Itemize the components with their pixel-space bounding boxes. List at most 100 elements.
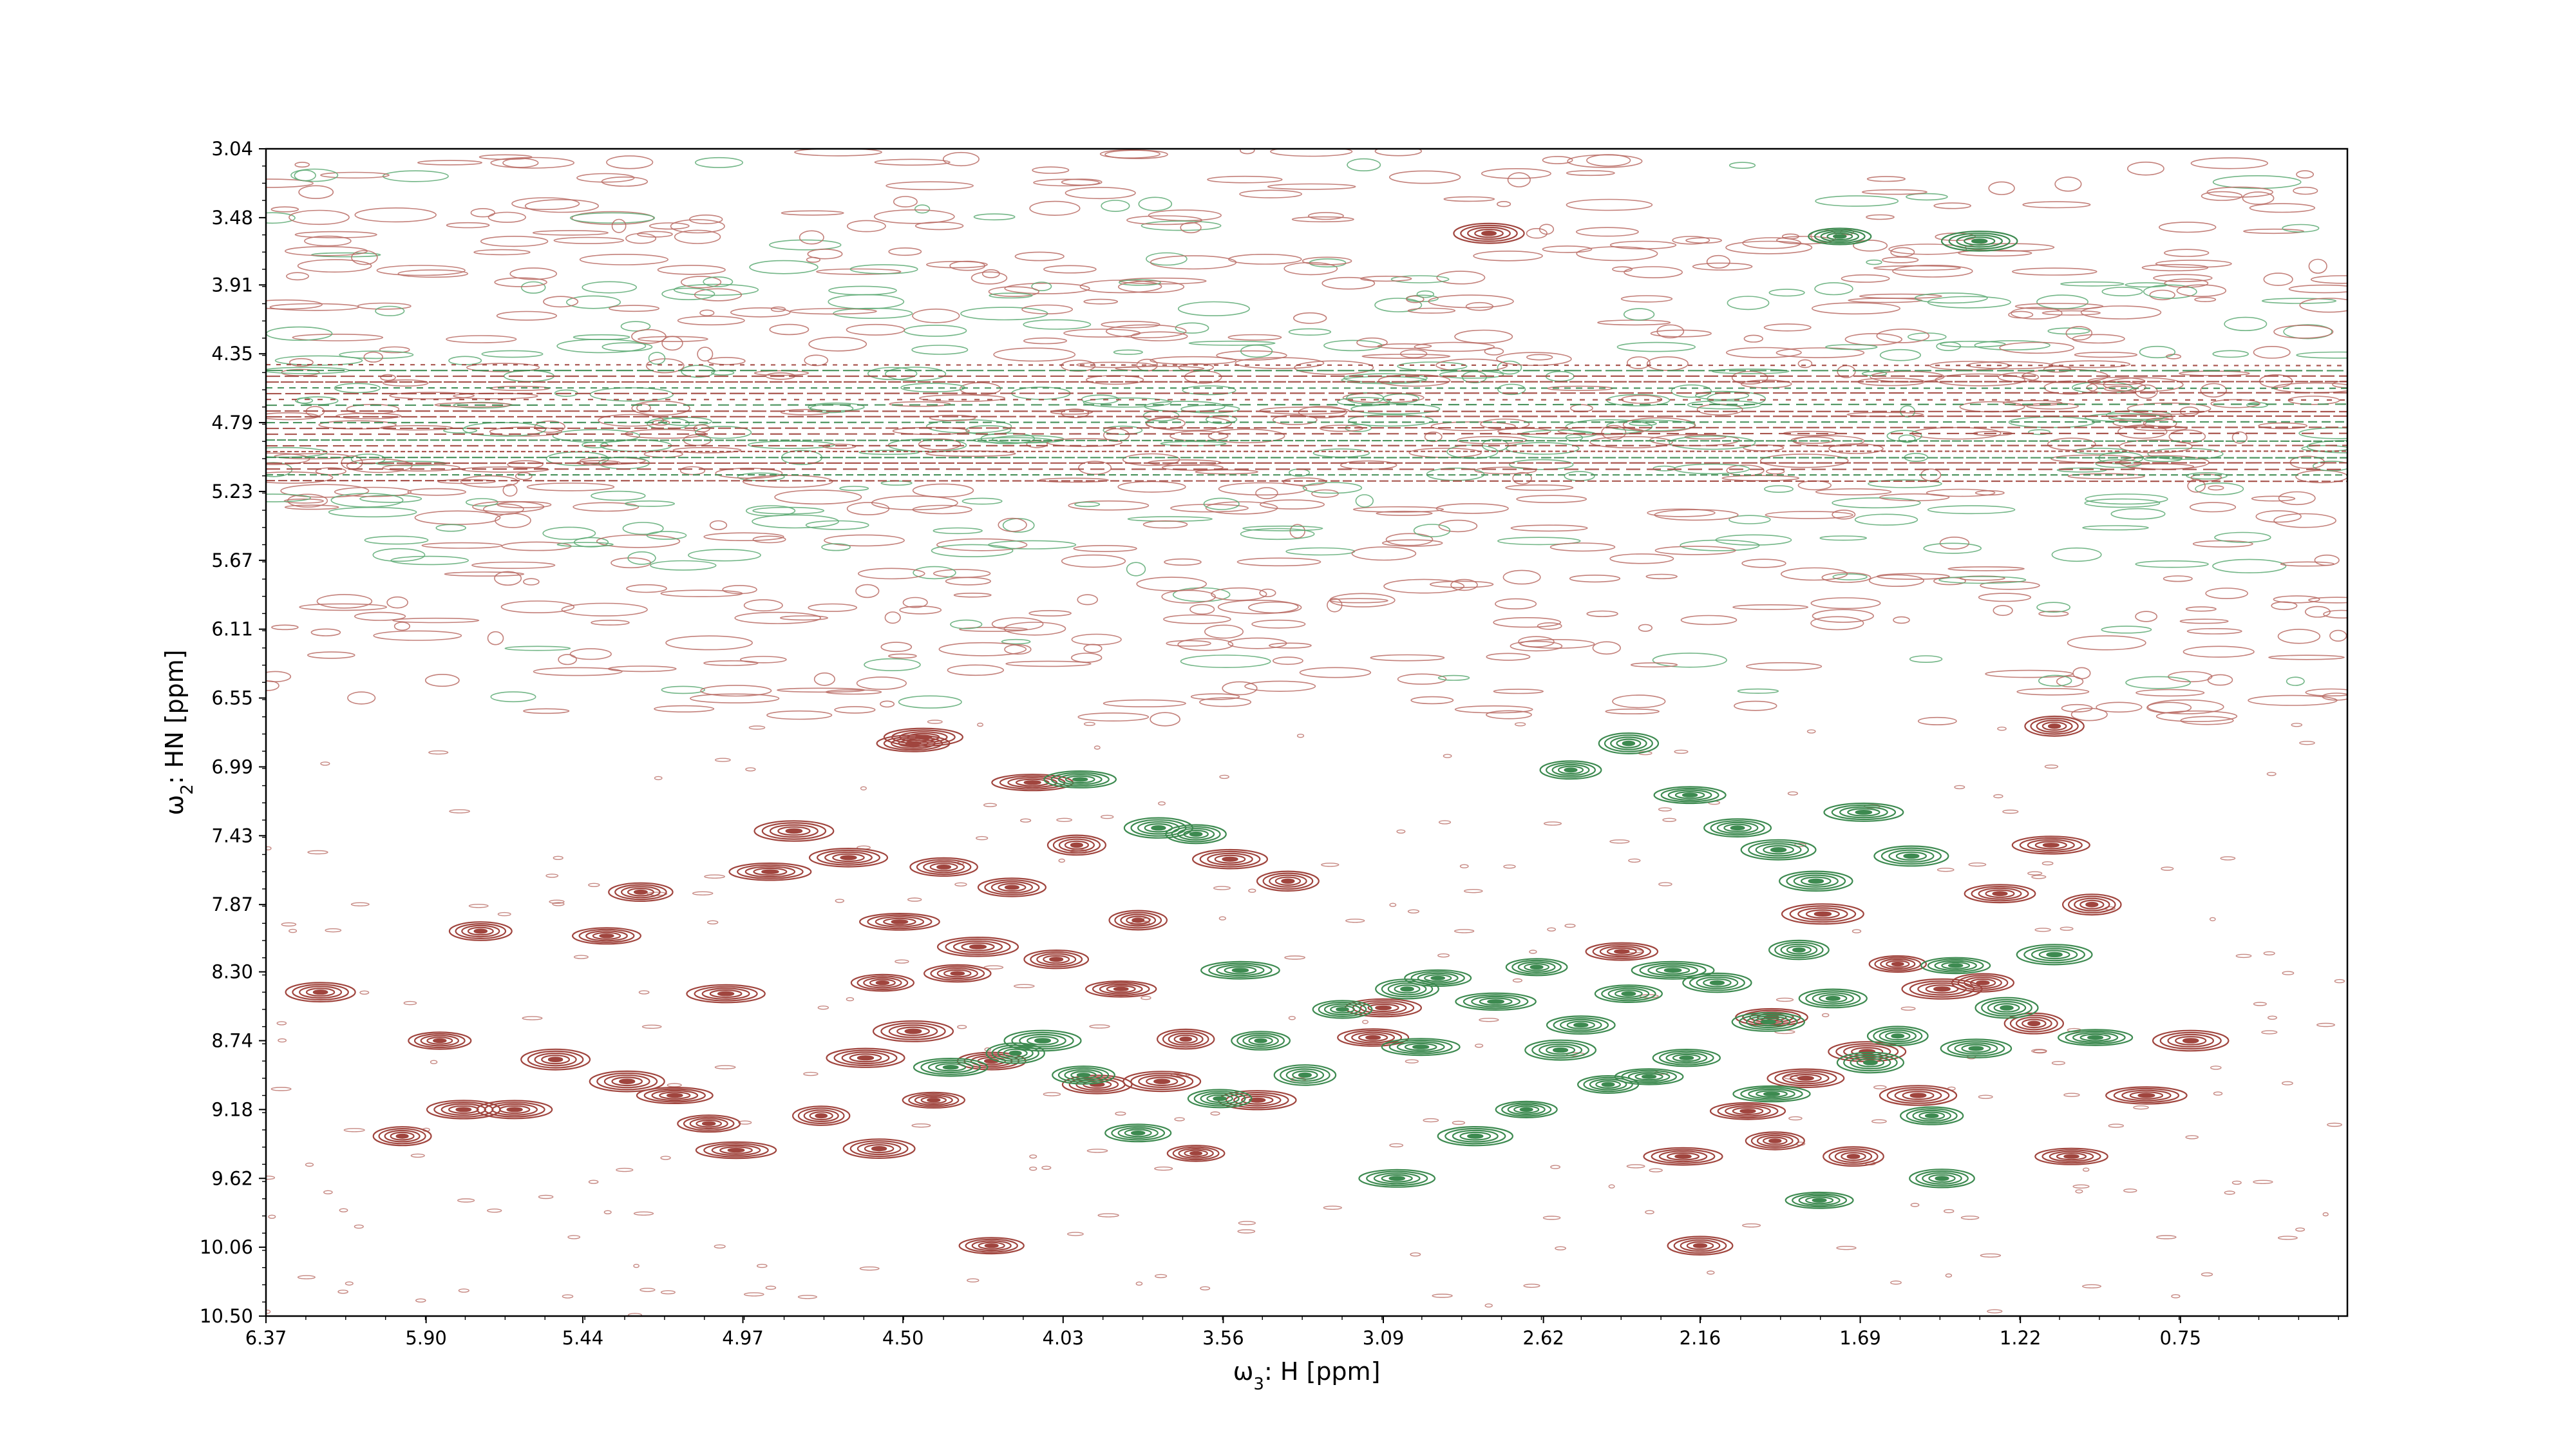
contour-level <box>1180 1037 1191 1041</box>
contour-level <box>1077 1073 1090 1076</box>
y-tick-label: 5.67 <box>211 549 253 571</box>
contour-level <box>1976 981 1989 985</box>
contour-level <box>1413 1046 1428 1049</box>
x-tick-label: 6.37 <box>245 1327 287 1349</box>
contour-level <box>892 920 908 923</box>
contour-level <box>1482 231 1496 235</box>
contour-level <box>1904 854 1918 858</box>
contour-level <box>1856 810 1872 814</box>
x-tick-label: 3.56 <box>1202 1327 1244 1349</box>
contour-level <box>1935 1177 1948 1181</box>
x-tick-label: 5.90 <box>405 1327 447 1349</box>
contour-level <box>872 1147 886 1151</box>
y-tick-label: 5.23 <box>211 481 253 502</box>
contour-level <box>1431 977 1444 980</box>
contour-level <box>840 856 856 860</box>
contour-level <box>943 1065 958 1069</box>
contour-level <box>927 1098 940 1102</box>
contour-level <box>1798 1076 1814 1080</box>
x-tick-label: 4.97 <box>722 1327 764 1349</box>
contour-level <box>1615 950 1629 953</box>
contour-level <box>1972 239 1987 243</box>
contour-level <box>1934 987 1950 991</box>
contour-level <box>718 992 734 995</box>
contour-level <box>1035 1038 1050 1042</box>
x-tick-label: 4.03 <box>1042 1327 1084 1349</box>
contour-level <box>815 1114 827 1118</box>
y-tick-label: 6.99 <box>211 756 253 778</box>
contour-level <box>1190 832 1202 836</box>
y-tick-label: 7.87 <box>211 893 253 915</box>
contour-level <box>620 1080 634 1084</box>
contour-level <box>2028 1022 2040 1026</box>
y-tick-label: 8.74 <box>211 1030 253 1052</box>
x-tick-label: 1.69 <box>1839 1327 1881 1349</box>
contour-level <box>1710 981 1724 985</box>
contour-level <box>456 1108 471 1112</box>
contour-level <box>1255 1039 1267 1043</box>
contour-level <box>2064 1155 2078 1158</box>
y-tick-label: 6.55 <box>211 687 253 709</box>
contour-level <box>951 972 965 975</box>
contour-level <box>1565 769 1577 772</box>
contour-level <box>703 1122 715 1125</box>
contour-level <box>1694 1244 1707 1248</box>
contour-level <box>507 1108 522 1112</box>
contour-level <box>1864 1060 1877 1064</box>
contour-level <box>1911 1094 1926 1098</box>
contour-level <box>314 990 328 994</box>
contour-level <box>1826 997 1840 1000</box>
y-tick-label: 10.06 <box>200 1236 253 1258</box>
contour-level <box>905 1029 922 1033</box>
contour-level <box>2047 953 2061 957</box>
contour-level <box>2183 1038 2198 1042</box>
x-tick-label: 1.22 <box>2000 1327 2041 1349</box>
contour-level <box>762 870 778 874</box>
contour-level <box>2138 1094 2154 1097</box>
contour-level <box>1926 1114 1938 1117</box>
y-tick-label: 9.62 <box>211 1167 253 1189</box>
contour-level <box>475 930 487 933</box>
contour-level <box>1574 1023 1587 1027</box>
y-tick-label: 9.18 <box>211 1098 253 1120</box>
contour-level <box>1114 988 1128 991</box>
contour-level <box>1213 1097 1226 1101</box>
contour-level <box>1282 879 1294 883</box>
x-tick-label: 0.75 <box>2160 1327 2202 1349</box>
contour-level <box>1602 1083 1615 1086</box>
y-tick-label: 4.35 <box>211 343 253 365</box>
contour-level <box>1151 826 1165 830</box>
contour-level <box>1891 1034 1904 1038</box>
contour-level <box>2000 1006 2012 1009</box>
contour-level <box>970 945 986 949</box>
contour-level <box>1233 969 1248 972</box>
contour-level <box>1154 1080 1170 1084</box>
water-band-line <box>266 411 2347 412</box>
contour-level <box>1813 1199 1826 1202</box>
contour-level <box>433 1039 446 1042</box>
contour-level <box>1488 1000 1504 1003</box>
contour-level <box>1622 992 1636 995</box>
contour-level <box>1132 1131 1144 1134</box>
x-tick-label: 2.62 <box>1522 1327 1564 1349</box>
contour-level <box>1190 1152 1202 1155</box>
contour-level <box>1531 966 1543 969</box>
contour-level <box>667 1094 683 1097</box>
contour-level <box>858 1056 873 1060</box>
contour-level <box>1815 912 1831 916</box>
contour-level <box>1993 892 2007 895</box>
contour-level <box>1771 848 1786 852</box>
contour-level <box>1050 957 1063 961</box>
contour-level <box>1222 857 1237 861</box>
y-tick-label: 6.11 <box>211 618 253 640</box>
contour-level <box>1336 1008 1348 1011</box>
contour-level <box>1680 1056 1693 1060</box>
x-tick-label: 4.50 <box>882 1327 924 1349</box>
contour-level <box>937 865 951 869</box>
contour-level <box>1010 1051 1021 1055</box>
contour-level <box>1366 1036 1380 1039</box>
contour-level <box>1299 1073 1311 1077</box>
contour-level <box>1833 235 1846 238</box>
